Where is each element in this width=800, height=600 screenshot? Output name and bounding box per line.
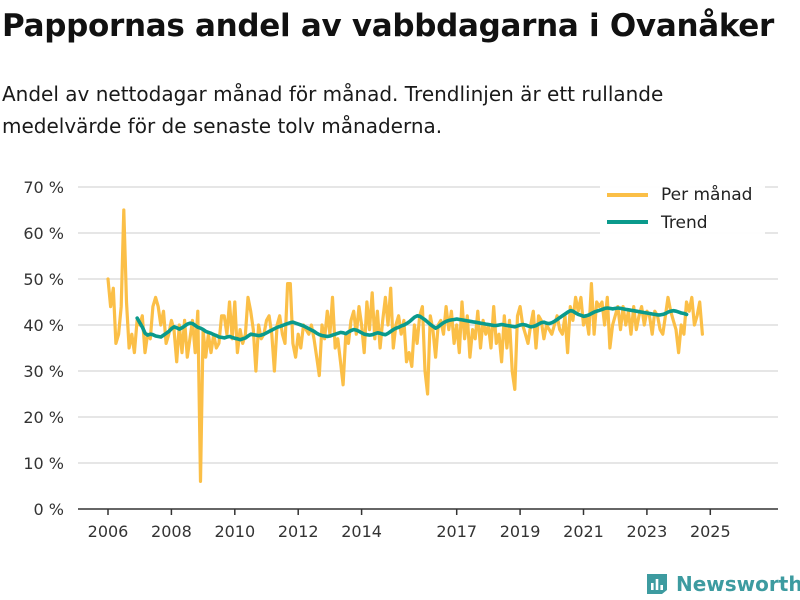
y-tick-label: 50 % xyxy=(23,270,64,289)
x-tick-label: 2019 xyxy=(500,522,541,541)
x-tick-label: 2017 xyxy=(436,522,477,541)
axes: 0 % 10 % 20 % 30 % 40 % 50 % 60 % 70 % 2006 2008 2… xyxy=(23,178,778,541)
x-tick-label: 2025 xyxy=(690,522,731,541)
legend-label-trend: Trend xyxy=(660,213,708,233)
y-tick-label: 30 % xyxy=(23,362,64,381)
newsworthy-icon xyxy=(647,574,667,594)
x-tick-label: 2008 xyxy=(151,522,192,541)
y-tick-label: 20 % xyxy=(23,408,64,427)
x-tick-label: 2012 xyxy=(278,522,319,541)
x-tick-label: 2023 xyxy=(627,522,668,541)
series-line-trend xyxy=(135,306,689,342)
legend: Per månad Trend xyxy=(600,180,765,234)
legend-background xyxy=(600,180,765,234)
x-tick-label: 2021 xyxy=(563,522,604,541)
y-tick-label: 60 % xyxy=(23,224,64,243)
y-tick-label: 0 % xyxy=(34,500,64,519)
series-lines xyxy=(106,208,705,483)
chart-title: Pappornas andel av vabbdagarna i Ovanåke… xyxy=(2,8,775,44)
x-tick-label: 2006 xyxy=(88,522,129,541)
brand-name: Newsworthy xyxy=(676,572,800,596)
x-tick-label: 2010 xyxy=(214,522,255,541)
y-tick-label: 70 % xyxy=(23,178,64,197)
y-tick-label: 40 % xyxy=(23,316,64,335)
x-tick-label: 2014 xyxy=(341,522,382,541)
y-tick-label: 10 % xyxy=(23,454,64,473)
brand-logo: Newsworthy xyxy=(645,569,800,599)
chart-subtitle: Andel av nettodagar månad för månad. Tre… xyxy=(2,82,664,138)
legend-label-per-manad: Per månad xyxy=(661,184,752,205)
series-line-per-manad xyxy=(106,208,705,483)
